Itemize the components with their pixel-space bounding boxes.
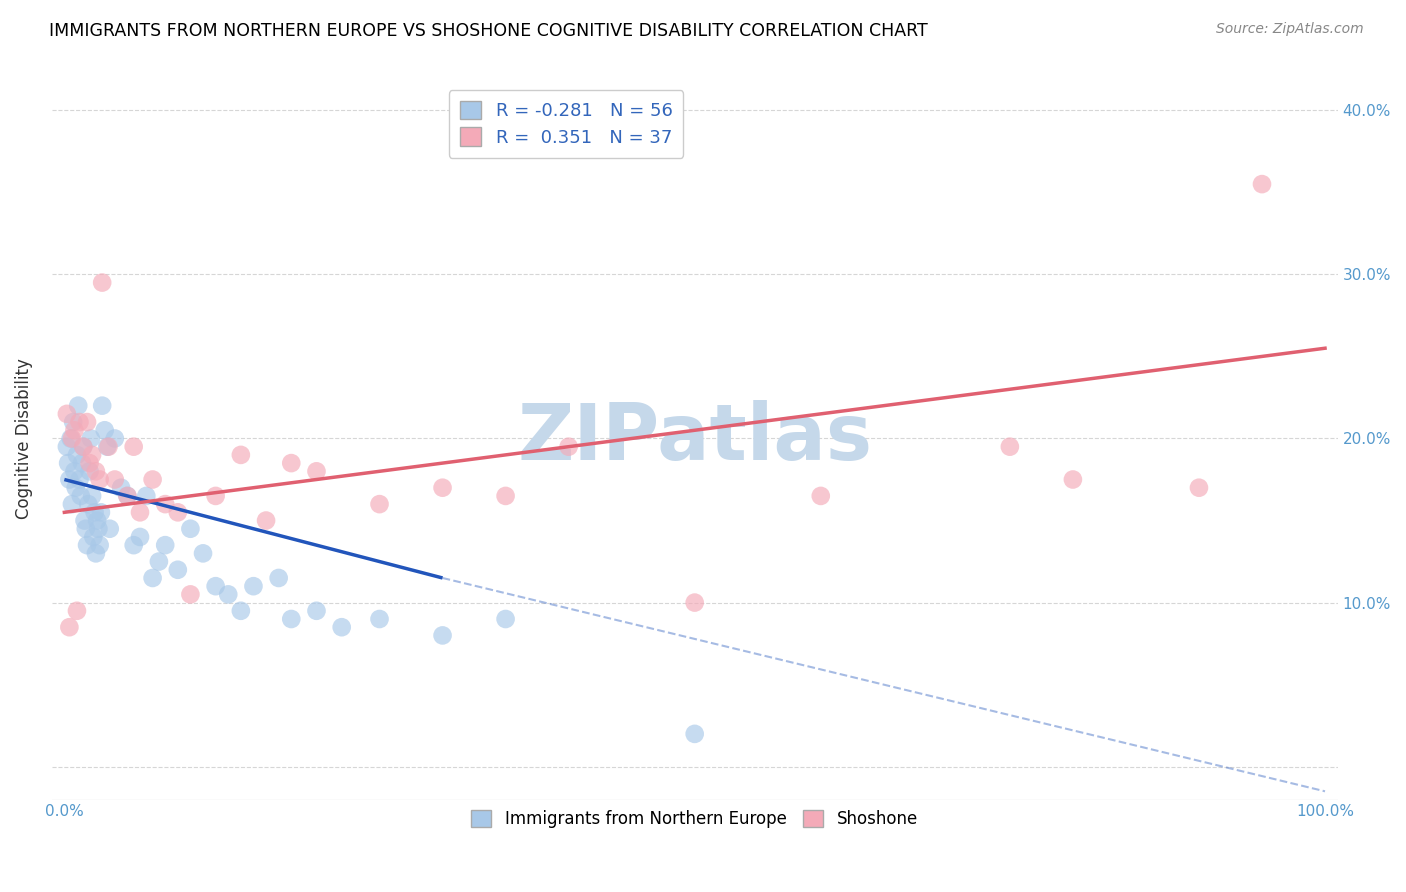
- Point: [80, 489, 103, 503]
- Point: [305, 464, 328, 478]
- Point: [683, 596, 706, 610]
- Point: [432, 628, 454, 642]
- Point: [56, 456, 79, 470]
- Point: [65, 481, 87, 495]
- Point: [683, 727, 706, 741]
- Point: [1062, 473, 1084, 487]
- Legend: Immigrants from Northern Europe, Shoshone: Immigrants from Northern Europe, Shoshon…: [465, 803, 925, 835]
- Point: [217, 587, 239, 601]
- Point: [69, 489, 91, 503]
- Point: [62, 415, 84, 429]
- Point: [998, 440, 1021, 454]
- Point: [179, 522, 201, 536]
- Point: [229, 448, 252, 462]
- Point: [267, 571, 290, 585]
- Point: [1251, 177, 1274, 191]
- Point: [80, 448, 103, 462]
- Point: [86, 514, 108, 528]
- Point: [148, 555, 170, 569]
- Point: [72, 440, 94, 454]
- Point: [179, 587, 201, 601]
- Point: [59, 432, 82, 446]
- Point: [117, 489, 139, 503]
- Point: [142, 571, 165, 585]
- Point: [142, 473, 165, 487]
- Point: [97, 440, 120, 454]
- Point: [60, 432, 83, 446]
- Point: [63, 464, 86, 478]
- Point: [98, 522, 121, 536]
- Point: [495, 612, 517, 626]
- Point: [110, 481, 132, 495]
- Point: [75, 522, 97, 536]
- Point: [79, 464, 101, 478]
- Point: [80, 432, 103, 446]
- Point: [117, 489, 139, 503]
- Point: [63, 423, 86, 437]
- Point: [368, 612, 391, 626]
- Point: [104, 473, 127, 487]
- Point: [58, 473, 80, 487]
- Point: [305, 604, 328, 618]
- Point: [69, 415, 91, 429]
- Point: [90, 505, 112, 519]
- Point: [73, 514, 96, 528]
- Point: [254, 514, 277, 528]
- Point: [66, 604, 89, 618]
- Text: ZIPatlas: ZIPatlas: [517, 401, 872, 476]
- Y-axis label: Cognitive Disability: Cognitive Disability: [15, 358, 32, 519]
- Point: [79, 456, 101, 470]
- Point: [810, 489, 832, 503]
- Point: [122, 440, 145, 454]
- Point: [280, 456, 302, 470]
- Point: [155, 538, 177, 552]
- Point: [229, 604, 252, 618]
- Point: [129, 505, 152, 519]
- Point: [87, 522, 110, 536]
- Point: [84, 546, 107, 560]
- Point: [96, 440, 118, 454]
- Point: [76, 415, 98, 429]
- Point: [60, 497, 83, 511]
- Point: [495, 489, 517, 503]
- Point: [76, 538, 98, 552]
- Point: [104, 432, 127, 446]
- Point: [84, 464, 107, 478]
- Point: [166, 505, 188, 519]
- Point: [56, 440, 79, 454]
- Point: [91, 399, 114, 413]
- Point: [66, 448, 89, 462]
- Point: [135, 489, 157, 503]
- Point: [72, 440, 94, 454]
- Point: [58, 620, 80, 634]
- Point: [56, 407, 79, 421]
- Point: [557, 440, 579, 454]
- Point: [93, 423, 115, 437]
- Point: [191, 546, 214, 560]
- Point: [67, 399, 90, 413]
- Point: [129, 530, 152, 544]
- Point: [155, 497, 177, 511]
- Point: [69, 473, 91, 487]
- Point: [432, 481, 454, 495]
- Point: [204, 579, 226, 593]
- Point: [368, 497, 391, 511]
- Point: [166, 563, 188, 577]
- Point: [330, 620, 353, 634]
- Point: [122, 538, 145, 552]
- Point: [70, 456, 93, 470]
- Point: [280, 612, 302, 626]
- Point: [91, 276, 114, 290]
- Point: [83, 505, 105, 519]
- Text: IMMIGRANTS FROM NORTHERN EUROPE VS SHOSHONE COGNITIVE DISABILITY CORRELATION CHA: IMMIGRANTS FROM NORTHERN EUROPE VS SHOSH…: [49, 22, 928, 40]
- Point: [89, 538, 111, 552]
- Point: [89, 473, 111, 487]
- Point: [1188, 481, 1211, 495]
- Point: [77, 497, 100, 511]
- Point: [204, 489, 226, 503]
- Point: [82, 530, 104, 544]
- Text: Source: ZipAtlas.com: Source: ZipAtlas.com: [1216, 22, 1364, 37]
- Point: [242, 579, 264, 593]
